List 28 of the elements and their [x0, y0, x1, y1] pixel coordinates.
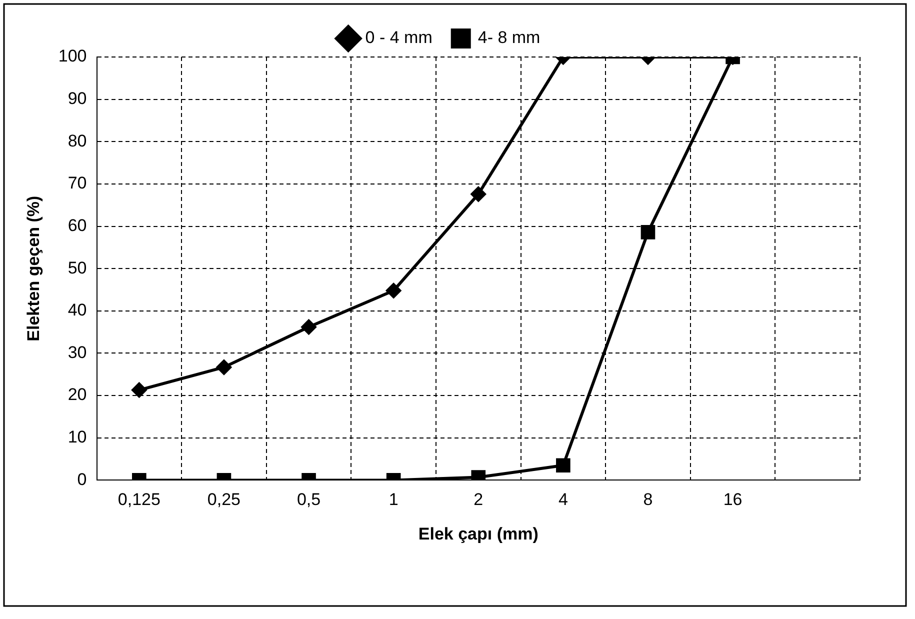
- y-tick-label: 40: [68, 300, 87, 320]
- y-tick-label: 50: [68, 258, 87, 278]
- point: [470, 186, 486, 202]
- legend-label: 4- 8 mm: [478, 28, 540, 48]
- point: [301, 320, 316, 334]
- point: [216, 360, 232, 375]
- y-tick-label: 100: [58, 46, 87, 66]
- y-tick-label: 70: [68, 174, 87, 193]
- y-tick-label: 60: [68, 216, 87, 235]
- point: [640, 225, 656, 240]
- y-tick-label: 90: [68, 89, 87, 108]
- x-tick-label: 0,5: [296, 490, 321, 510]
- y-tick-label: 10: [68, 428, 87, 447]
- legend-label: 0 - 4 mm: [365, 28, 432, 48]
- x-tick-label: 8: [643, 490, 653, 510]
- x-tick-label: 1: [388, 490, 398, 510]
- point: [386, 283, 402, 298]
- y-tick-label: 20: [68, 385, 87, 404]
- x-tick-label: 16: [723, 490, 742, 510]
- y-tick-label: 80: [68, 131, 87, 150]
- y-axis-title: Elekten geçen (%): [24, 196, 43, 342]
- y-tick-label: 30: [68, 342, 87, 362]
- y-tick-label: 0: [77, 470, 87, 489]
- x-tick-label: 4: [558, 490, 568, 510]
- x-tick-label: 0,125: [118, 490, 160, 510]
- x-axis-title: Elek çapı (mm): [418, 524, 538, 544]
- x-tick-label: 2: [474, 490, 484, 510]
- x-tick-label: 0,25: [207, 490, 241, 510]
